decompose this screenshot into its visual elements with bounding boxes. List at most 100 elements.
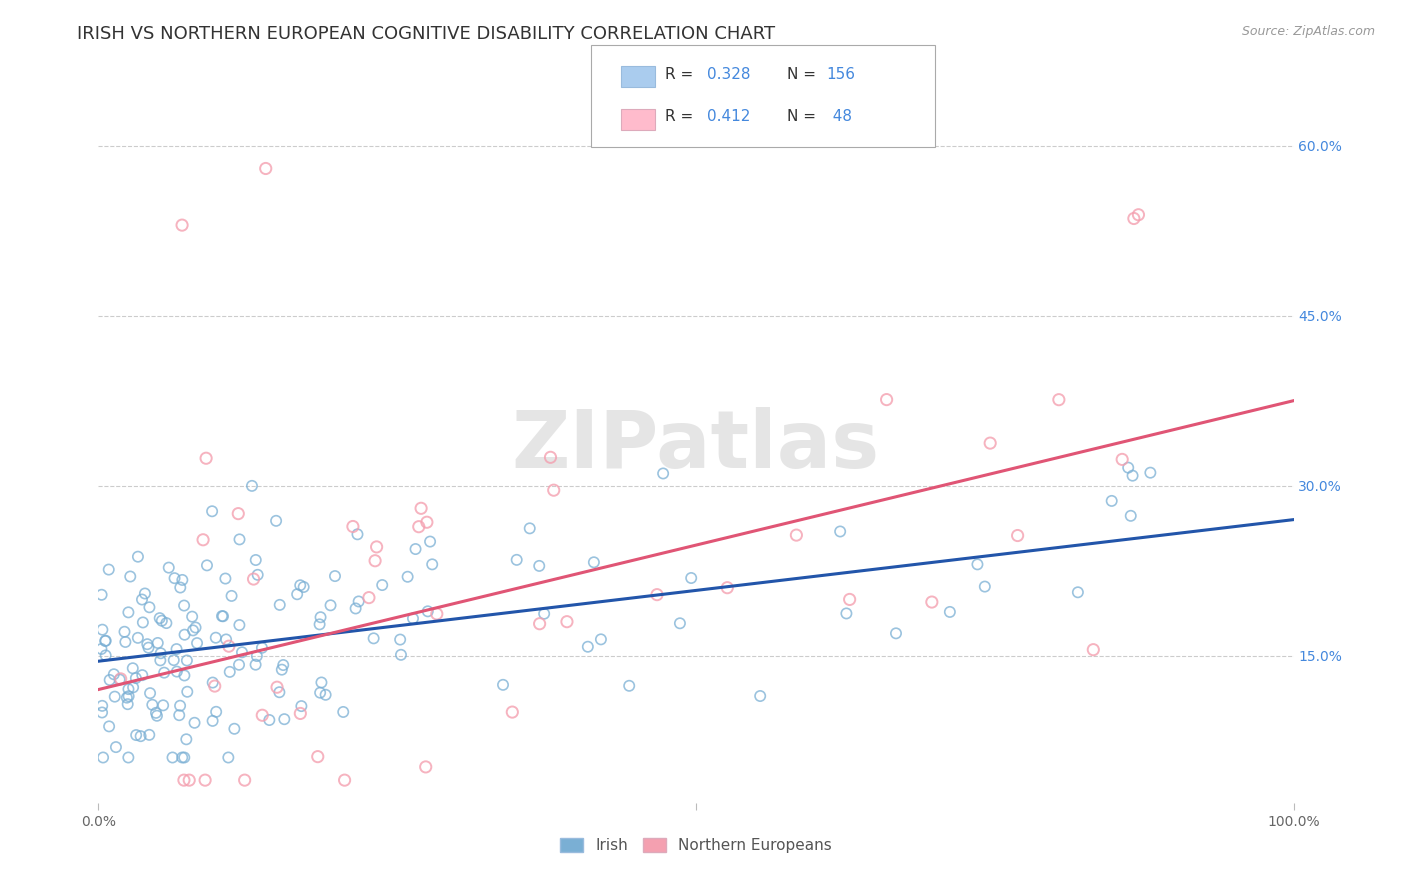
Point: [1128, 208, 1150, 222]
Point: [973, 580, 995, 594]
Point: [117, 750, 139, 764]
Point: [217, 750, 239, 764]
Point: [176, 653, 198, 667]
Point: [201, 675, 224, 690]
Point: [1111, 452, 1133, 467]
Point: [402, 611, 425, 625]
Point: [308, 617, 330, 632]
Point: [884, 626, 907, 640]
Point: [1116, 460, 1139, 475]
Point: [1139, 466, 1161, 480]
Point: [505, 553, 527, 567]
Point: [91, 698, 114, 713]
Point: [273, 712, 295, 726]
Point: [173, 773, 195, 788]
Point: [224, 722, 246, 736]
Point: [396, 570, 419, 584]
Point: [228, 618, 250, 632]
Point: [201, 504, 224, 518]
Point: [939, 605, 962, 619]
Point: [169, 698, 191, 713]
Point: [419, 534, 441, 549]
Point: [166, 642, 188, 657]
Point: [176, 732, 198, 747]
Point: [122, 681, 145, 695]
Point: [129, 729, 152, 743]
Point: [319, 599, 342, 613]
Point: [117, 690, 139, 704]
Point: [127, 631, 149, 645]
Point: [114, 624, 136, 639]
Point: [589, 632, 612, 647]
Point: [183, 715, 205, 730]
Point: [1083, 642, 1105, 657]
Point: [172, 218, 194, 232]
Point: [149, 611, 172, 625]
Point: [228, 533, 250, 547]
Point: [191, 533, 214, 547]
Point: [389, 648, 412, 662]
Point: [205, 705, 228, 719]
Point: [416, 515, 439, 529]
Point: [117, 682, 139, 697]
Point: [426, 607, 449, 621]
Point: [292, 580, 315, 594]
Point: [94, 634, 117, 648]
Point: [785, 528, 807, 542]
Point: [125, 671, 148, 685]
Point: [98, 673, 121, 687]
Point: [131, 592, 153, 607]
Text: ZIPatlas: ZIPatlas: [512, 407, 880, 485]
Point: [125, 728, 148, 742]
Point: [98, 719, 121, 733]
Point: [184, 620, 207, 634]
Point: [270, 663, 292, 677]
Legend: Irish, Northern Europeans: Irish, Northern Europeans: [554, 831, 838, 859]
Point: [1101, 494, 1123, 508]
Point: [979, 436, 1001, 450]
Point: [332, 705, 354, 719]
Point: [173, 750, 195, 764]
Point: [307, 749, 329, 764]
Point: [139, 686, 162, 700]
Point: [519, 521, 541, 535]
Point: [240, 479, 263, 493]
Point: [290, 578, 312, 592]
Point: [211, 609, 233, 624]
Point: [136, 637, 159, 651]
Point: [176, 685, 198, 699]
Point: [271, 658, 294, 673]
Point: [214, 572, 236, 586]
Point: [103, 667, 125, 681]
Point: [309, 686, 332, 700]
Point: [138, 640, 160, 655]
Point: [245, 657, 267, 672]
Point: [529, 558, 551, 573]
Point: [163, 653, 186, 667]
Point: [1122, 468, 1144, 483]
Point: [204, 679, 226, 693]
Point: [172, 573, 194, 587]
Point: [218, 639, 240, 653]
Point: [420, 558, 443, 572]
Point: [921, 595, 943, 609]
Point: [529, 616, 551, 631]
Text: Source: ZipAtlas.com: Source: ZipAtlas.com: [1241, 25, 1375, 38]
Point: [266, 680, 288, 694]
Point: [194, 773, 217, 788]
Point: [344, 601, 367, 615]
Point: [167, 708, 190, 723]
Point: [90, 642, 112, 657]
Point: [162, 750, 184, 764]
Point: [669, 616, 692, 631]
Point: [311, 675, 333, 690]
Point: [363, 632, 385, 646]
Point: [173, 668, 195, 682]
Point: [201, 714, 224, 728]
Point: [94, 633, 117, 648]
Point: [215, 632, 238, 647]
Point: [290, 706, 312, 721]
Point: [157, 560, 180, 574]
Point: [645, 588, 668, 602]
Point: [543, 483, 565, 498]
